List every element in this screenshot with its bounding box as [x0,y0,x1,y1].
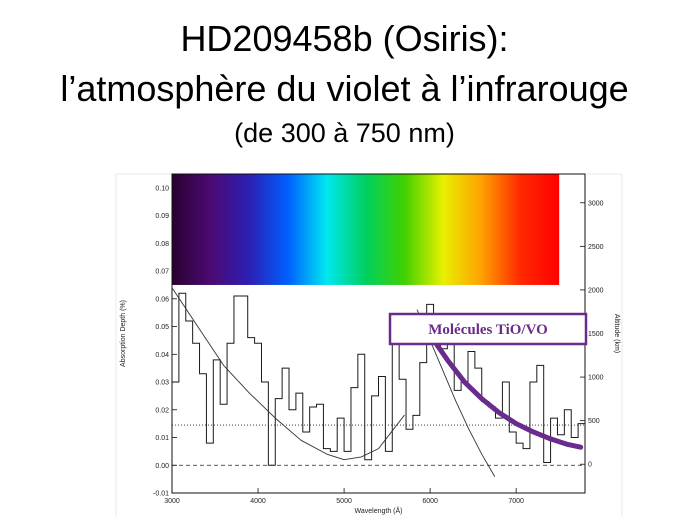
y-tick-label: 0.10 [155,185,169,192]
y-tick-label: 0.02 [155,407,169,414]
y-tick-label: 0.01 [155,435,169,442]
x-tick-label: 5000 [336,498,352,505]
y-tick-label: 0.09 [155,213,169,220]
y-right-tick-label: 2500 [588,244,604,251]
y-axis-label-right: Altitude (km) [613,314,620,353]
x-tick-label: 4000 [250,498,266,505]
annotation-box [388,312,588,346]
model-curve-1 [171,287,405,461]
annotation-label: Molécules TiO/VO [428,322,548,338]
y-right-tick-label: 0 [588,462,592,469]
ticks-layer: 3000 4000 5000 6000 7000-0.010.000.010.020.0… [153,185,604,505]
y-right-tick-label: 500 [588,418,600,425]
y-tick-label: 0.00 [155,463,169,470]
y-right-tick-label: 1000 [588,375,604,382]
y-tick-label: 0.04 [155,352,169,359]
slide-title-line-2: l’atmosphère du violet à l’infrarouge [60,68,629,109]
slide-subtitle: (de 300 à 750 nm) [234,118,455,148]
reference-lines [172,424,585,466]
visible-spectrum-band [172,174,560,285]
x-tick-label: 3000 [164,498,180,505]
y-tick-label: 0.06 [155,296,169,303]
binned-absorption-series [172,292,585,466]
x-tick-label: 6000 [422,498,438,505]
y-tick-label: -0.01 [153,491,169,498]
y-right-tick-label: 2000 [588,287,604,294]
y-right-tick-label: 3000 [588,200,604,207]
y-tick-label: 0.03 [155,380,169,387]
x-tick-label: 7000 [508,498,524,505]
y-tick-label: 0.05 [155,324,169,331]
x-axis-label: Wavelength (Å) [355,506,403,515]
tio-vo-model-curve [427,332,584,450]
slide-title-line-1: HD209458b (Osiris): [180,18,509,59]
y-tick-label: 0.07 [155,269,169,276]
y-axis-label-left: Absorption Depth (%) [120,300,127,367]
y-tick-label: 0.08 [155,241,169,248]
y-right-tick-label: 1500 [588,331,604,338]
series-layer [171,287,585,477]
